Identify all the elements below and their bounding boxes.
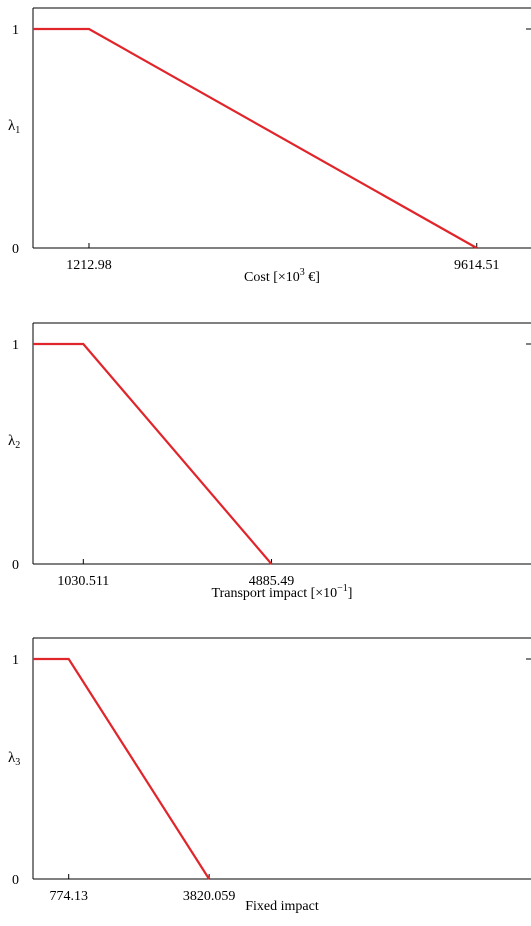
membership-line <box>33 27 478 249</box>
x-axis-label: Fixed impact <box>245 899 319 914</box>
x-tick-label: 4885.49 <box>249 574 295 589</box>
chart-panel-3: 0 1 774.13 3820.059 λ3 Fixed impact <box>8 637 531 914</box>
y-tick-label: 1 <box>12 653 19 668</box>
membership-line <box>33 657 211 880</box>
y-axis-label: λ2 <box>8 433 20 451</box>
x-tick-label: 1212.98 <box>66 258 112 273</box>
x-tick-label: 9614.51 <box>454 258 500 273</box>
x-tick-label: 3820.059 <box>183 889 236 904</box>
y-axis-label: λ1 <box>8 118 20 136</box>
y-tick-label: 1 <box>12 23 19 38</box>
y-tick-label: 0 <box>12 873 19 888</box>
y-tick-label: 0 <box>12 558 19 573</box>
x-tick-label: 774.13 <box>49 889 88 904</box>
y-tick-label: 1 <box>12 338 19 353</box>
x-axis-label: Cost [×103 €] <box>244 267 320 285</box>
x-tick-label: 1030.511 <box>57 574 109 589</box>
chart-panel-2: 0 1 1030.511 4885.49 λ2 Transport impact [×10… <box>8 322 531 601</box>
y-tick-label: 0 <box>12 242 19 257</box>
x-axis-label: Transport impact [×10−1] <box>212 583 353 601</box>
chart-panel-1: 0 1 1212.98 9614.51 λ1 Cost [×103 €] <box>8 7 531 285</box>
y-axis-label: λ3 <box>8 750 20 768</box>
membership-line <box>33 342 273 565</box>
